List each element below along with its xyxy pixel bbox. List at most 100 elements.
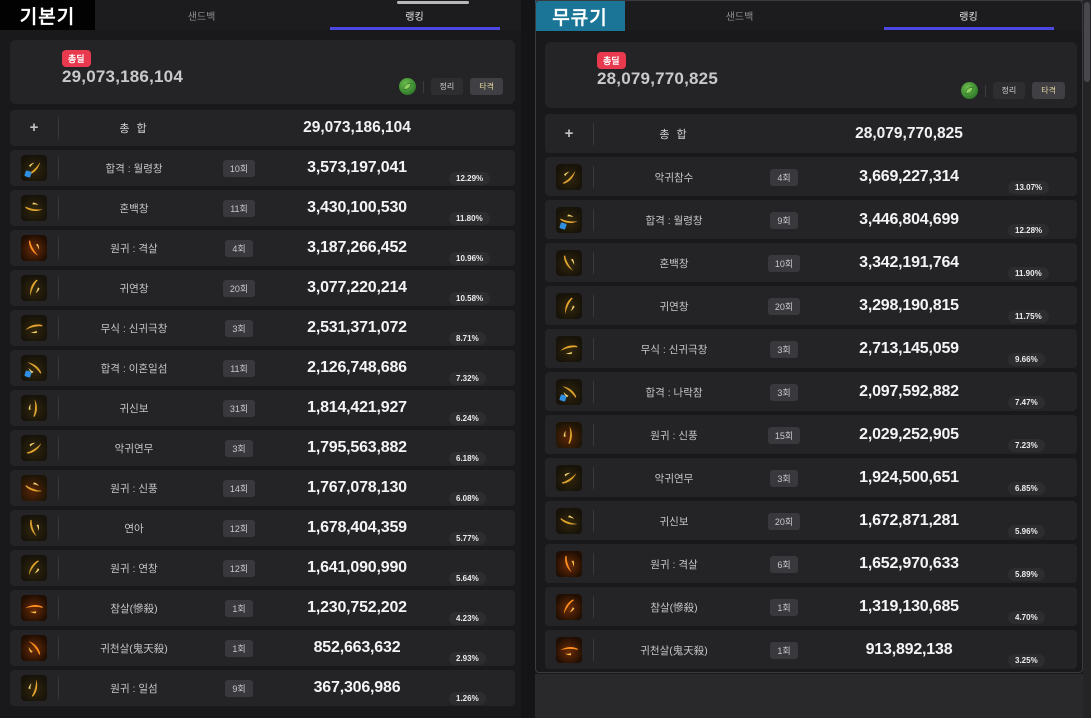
damage-value: 367,306,986 [313,679,401,696]
damage-percent-badge: 2.93% [449,652,486,665]
skill-name: 귀신보 [119,403,149,415]
skill-soul-flash-icon [21,355,47,381]
damage-percent-badge: 7.23% [1008,438,1045,452]
skill-row[interactable]: 원귀 : 격살 4회 3,187,266,452 10.96% [10,230,515,266]
horizontal-scrollbar-thumb[interactable] [397,1,469,4]
vertical-scrollbar-thumb[interactable] [1084,2,1090,82]
expand-all-button[interactable]: + [29,119,39,136]
skill-wrath-strike-icon [21,235,47,261]
skill-row[interactable]: 혼백창 11회 3,430,100,530 11.80% [10,190,515,226]
hit-count-badge: 3회 [225,440,253,457]
skill-row[interactable]: 혼백창 10회 3,342,191,764 11.90% [545,243,1077,282]
damage-percent-badge: 6.24% [449,412,486,425]
tab-ranking[interactable]: 랭킹 [854,1,1083,30]
leaf-icon[interactable] [398,78,416,95]
skill-row[interactable]: 원귀 : 일섬 9회 367,306,986 1.26% [10,670,515,706]
skill-name: 원귀 : 신풍 [110,483,158,495]
skill-row[interactable]: 원귀 : 연창 12회 1,641,090,990 5.64% [10,550,515,586]
skill-row[interactable]: 원귀 : 격살 6회 1,652,970,633 5.89% [545,544,1077,583]
row-divider [58,557,59,579]
damage-percent-badge: 8.71% [449,332,486,345]
damage-value: 1,924,500,651 [859,468,959,486]
skill-row[interactable]: 귀연창 20회 3,077,220,214 10.58% [10,270,515,306]
hit-count-badge: 14회 [222,480,256,497]
damage-value: 1,230,752,202 [307,599,407,616]
expand-all-button[interactable]: + [564,124,574,142]
organize-button[interactable]: 정리 [430,78,464,95]
damage-value: 3,446,804,699 [859,210,959,228]
strike-button[interactable]: 타격 [1032,82,1065,99]
skill-ghost-chain-spear-icon [21,275,47,301]
skill-name: 무식 : 신귀극창 [640,343,708,356]
vertical-scrollbar[interactable] [1083,0,1091,718]
hit-count-badge: 15회 [767,426,801,444]
total-row[interactable]: + 총 합 29,073,186,104 [10,110,515,146]
row-divider [58,517,59,539]
skill-row[interactable]: 귀신보 20회 1,672,871,281 5.96% [545,501,1077,540]
row-divider [593,595,594,618]
row-divider [593,122,594,145]
skill-row[interactable]: 무식 : 신귀극창 3회 2,713,145,059 9.66% [545,329,1077,368]
damage-value: 1,641,090,990 [307,559,407,576]
skill-row[interactable]: 합격 : 월령창 10회 3,573,197,041 12.29% [10,150,515,186]
leaf-icon[interactable] [960,82,978,99]
skill-row[interactable]: 합격 : 나락참 3회 2,097,592,882 7.47% [545,372,1077,411]
damage-value: 1,767,078,130 [307,479,407,496]
skill-chain-spear-icon [21,555,47,581]
skill-row[interactable]: 귀연창 20회 3,298,190,815 11.75% [545,286,1077,325]
organize-button[interactable]: 정리 [992,82,1026,99]
hit-count-badge: 4회 [770,168,798,186]
tab-sandbag[interactable]: 샌드백 [725,12,754,23]
skill-row[interactable]: 참살(慘殺) 1회 1,319,130,685 4.70% [545,587,1077,626]
skill-row[interactable]: 원귀 : 신풍 14회 1,767,078,130 6.08% [10,470,515,506]
strike-button[interactable]: 타격 [470,78,503,95]
hit-count-badge: 1회 [770,598,798,616]
tab-sandbag[interactable]: 샌드백 [187,11,216,23]
panel-title-special: 무큐기 [535,1,625,31]
damage-value: 2,126,748,686 [307,359,407,376]
row-divider [593,294,594,317]
damage-percent-badge: 10.96% [449,252,491,265]
damage-percent-badge: 4.23% [449,612,486,625]
skill-row[interactable]: 합격 : 월령창 9회 3,446,804,699 12.28% [545,200,1077,239]
total-damage-badge: 총딜 [597,52,626,69]
hit-count-badge: 4회 [225,240,253,257]
damage-percent-badge: 6.85% [1008,481,1045,495]
actions-divider [422,80,424,93]
skill-wrath-strike-icon [556,550,582,577]
skill-row[interactable]: 무식 : 신귀극창 3회 2,531,371,072 8.71% [10,310,515,346]
total-damage-card: 총딜 29,073,186,104 정리 타격 [10,40,515,104]
skill-row[interactable]: 귀신보 31회 1,814,421,927 6.24% [10,390,515,426]
damage-value: 3,077,220,214 [307,279,407,296]
hit-count-badge: 1회 [225,600,253,617]
total-row[interactable]: + 총 합 28,079,770,825 [545,114,1077,153]
damage-value: 2,097,592,882 [859,382,959,400]
skill-ultimate-spear-icon [556,335,582,362]
skill-row[interactable]: 악귀참수 4회 3,669,227,314 13.07% [545,157,1077,196]
skill-name: 참살(慘殺) [650,601,698,614]
damage-value: 2,029,252,905 [859,425,959,443]
damage-percent-badge: 5.77% [449,532,486,545]
skill-name: 원귀 : 격살 [110,243,158,255]
skill-row[interactable]: 참살(慘殺) 1회 1,230,752,202 4.23% [10,590,515,626]
damage-value: 1,672,871,281 [859,511,959,529]
skill-row[interactable]: 귀천살(鬼天殺) 1회 913,892,138 3.25% [545,630,1077,669]
skill-row[interactable]: 원귀 : 신풍 15회 2,029,252,905 7.23% [545,415,1077,454]
damage-percent-badge: 13.07% [1008,180,1050,194]
damage-value: 1,678,404,359 [307,519,407,536]
hit-count-badge: 12회 [222,520,256,537]
skill-row[interactable]: 악귀연무 3회 1,795,563,882 6.18% [10,430,515,466]
skill-row[interactable]: 악귀연무 3회 1,924,500,651 6.85% [545,458,1077,497]
tab-ranking[interactable]: 랭킹 [308,0,521,30]
damage-percent-badge: 6.18% [449,452,486,465]
total-row-value: 28,079,770,825 [855,124,963,142]
tab-bar: 무큐기 샌드백 랭킹 [535,0,1083,31]
skill-row[interactable]: 합격 : 이혼일섬 11회 2,126,748,686 7.32% [10,350,515,386]
panel-special-skills: 무큐기 샌드백 랭킹 총딜 28,079,770,825 정리 타격 + 총 [535,0,1091,718]
skill-row[interactable]: 귀천살(鬼天殺) 1회 852,663,632 2.93% [10,630,515,666]
row-divider [593,208,594,231]
total-damage-value: 28,079,770,825 [597,69,718,88]
total-damage-badge: 총딜 [62,50,91,67]
damage-value: 3,187,266,452 [307,239,407,256]
skill-row[interactable]: 연아 12회 1,678,404,359 5.77% [10,510,515,546]
